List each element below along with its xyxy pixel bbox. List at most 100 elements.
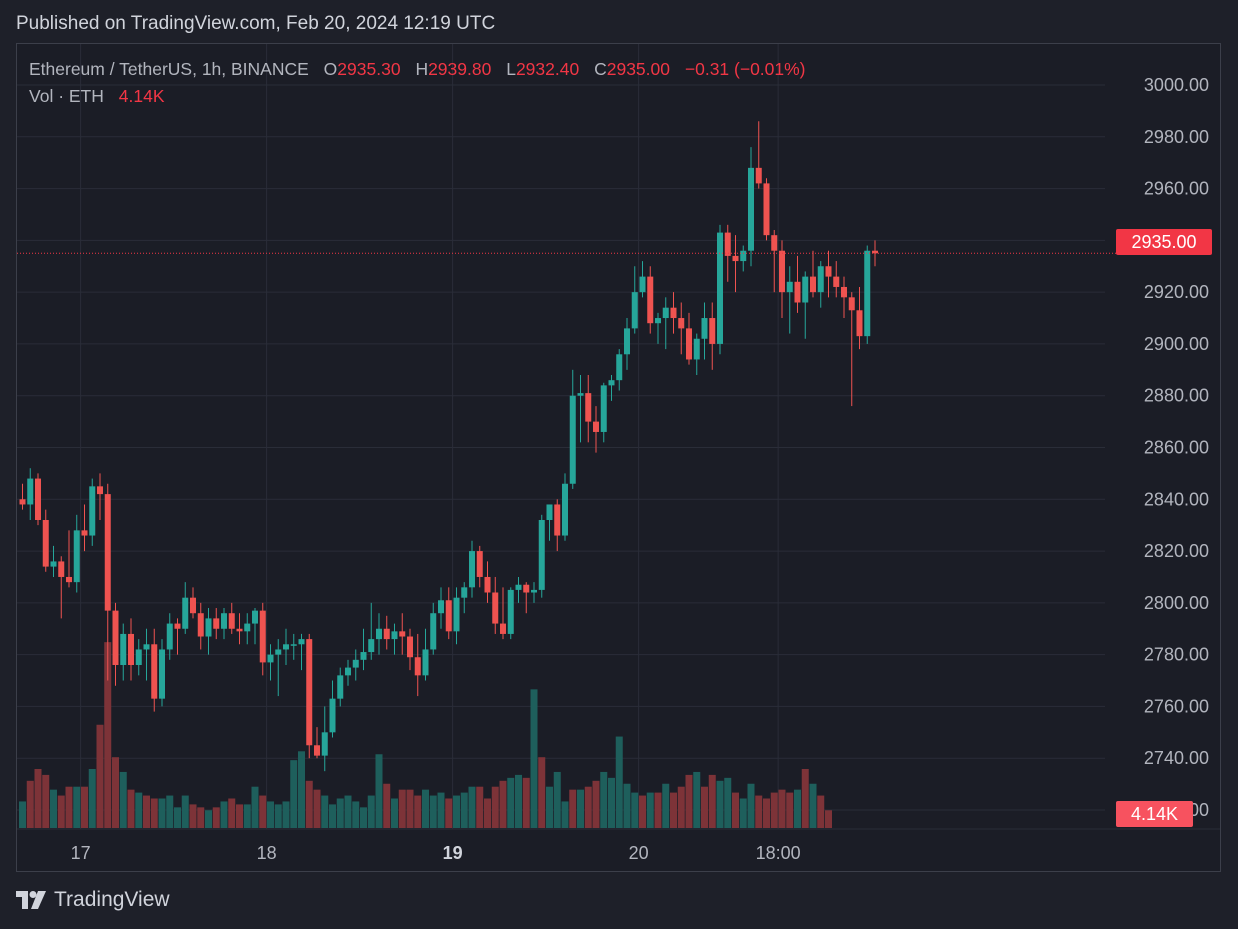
candle-body [779,250,785,293]
tradingview-logo[interactable]: TradingView [16,888,170,912]
volume-bar [119,771,127,828]
candle-body [856,310,863,337]
y-tick-label: 2860.00 [1144,438,1209,458]
candle-body [453,597,460,632]
candle-body [89,486,96,536]
candle-body [740,250,747,262]
y-tick-label: 2920.00 [1144,282,1209,302]
candle-body [391,631,398,640]
y-tick-label: 2880.00 [1144,386,1209,406]
volume-bar [236,804,243,828]
close-value: 2935.00 [606,59,670,79]
volume-bar [453,795,460,828]
candle-body [616,354,623,381]
x-tick-label: 20 [629,843,649,863]
published-header: Published on TradingView.com, Feb 20, 20… [16,13,496,34]
candle-body [50,561,57,567]
candle-body [42,520,49,567]
volume-bar [305,780,313,828]
candle-body [321,732,328,756]
candle-body [546,504,553,520]
y-tick-label: 2820.00 [1144,541,1209,561]
x-tick-label: 18:00 [756,843,801,863]
volume-bar [662,783,670,828]
volume-bar [801,769,809,828]
volume-bar [112,757,119,828]
candle-body [531,589,537,593]
volume-bar [422,789,429,828]
volume-bar [670,792,677,828]
candle-body [701,318,708,339]
y-tick-label: 2740.00 [1144,748,1209,768]
candle-body [422,649,429,676]
volume-bar [794,789,801,828]
low-label: L [506,59,516,79]
volume-bar [530,689,538,828]
candle-body [298,639,305,645]
volume-bar [88,769,96,828]
volume-bar [228,798,236,828]
volume-bar [158,798,166,828]
volume-bar [267,801,274,828]
candle-body [771,235,778,251]
candle-body [755,167,762,184]
volume-bar [491,786,499,828]
volume-bar [189,804,197,828]
last-volume-badge: 4.14K [1116,801,1193,827]
high-value: 2939.80 [428,59,492,79]
candle-body [19,499,26,505]
candle-body [143,644,150,650]
volume-bar [212,807,220,828]
volume-bar [414,795,422,828]
volume-bar [26,780,34,828]
y-tick-label: 2780.00 [1144,645,1209,665]
candle-body [407,636,413,658]
candle-body [833,276,840,287]
candle-body [166,623,173,650]
x-tick-label: 17 [71,843,91,863]
candle-body [128,633,134,665]
candle-body [221,613,227,629]
volume-bar [739,798,747,828]
candle-body [104,494,111,611]
volume-bar [127,789,135,828]
volume-bar [631,792,639,828]
candle-body [430,613,437,650]
candle-body [647,276,654,324]
candle-body [864,250,871,337]
volume-bar [445,798,453,828]
candle-body [290,644,297,646]
candle-body [159,649,165,699]
volume-bar [437,792,445,828]
candle-body [360,652,367,660]
candle-body [414,657,421,676]
candle-body [608,380,615,386]
volume-bar [391,798,398,828]
volume-bar [639,795,646,828]
candle-body [259,610,266,663]
candle-body [600,385,607,432]
volume-bar [367,795,375,828]
candle-body [151,644,158,699]
candle-body [585,393,592,422]
candle-body [205,618,212,637]
volume-bar [329,804,336,828]
candle-body [554,504,561,536]
volume-bar [592,780,600,828]
close-label: C [594,59,607,79]
candlestick-chart[interactable]: 3000.002980.002960.002940.002920.002900.… [17,44,1221,872]
candle-body [476,551,483,577]
y-tick-label: 2900.00 [1144,334,1209,354]
volume-bar [724,777,732,828]
volume-label: Vol · ETH [29,86,104,106]
candle-body [438,600,444,614]
volume-bar [677,786,685,828]
candle-body [639,276,646,293]
candle-body [577,393,584,396]
change-value: −0.31 (−0.01%) [684,59,806,79]
candle-body [314,745,320,756]
volume-bar [623,783,631,828]
candle-body [135,649,142,665]
volume-bar [460,792,468,828]
chart-panel[interactable]: 3000.002980.002960.002940.002920.002900.… [16,43,1221,872]
